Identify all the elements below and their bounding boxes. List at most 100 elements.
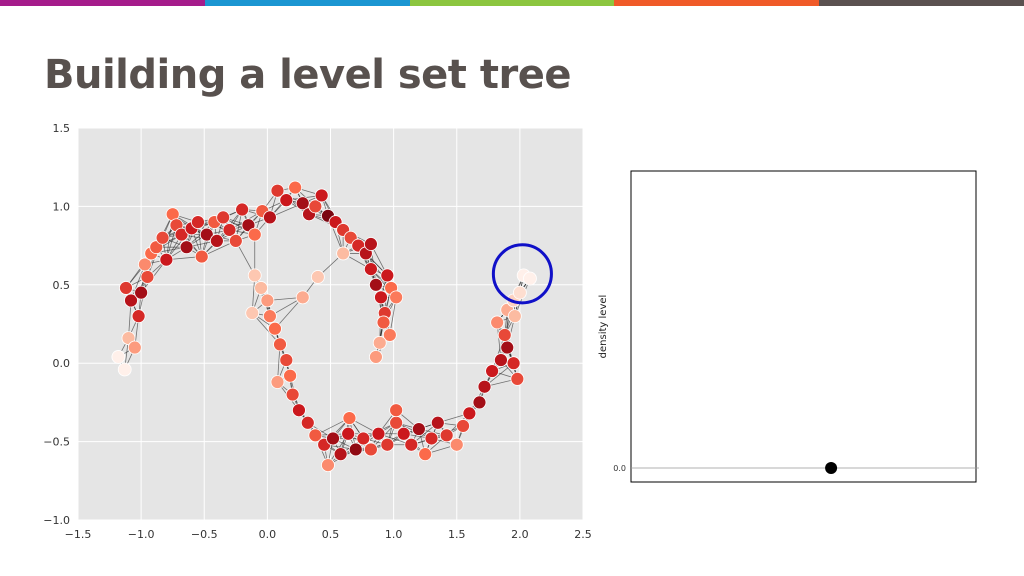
data-point	[216, 210, 231, 225]
x-tick-label: 2.0	[511, 528, 529, 541]
y-tick-label: −1.0	[43, 514, 70, 527]
data-point	[279, 193, 294, 208]
data-point	[124, 293, 138, 308]
top-color-stripe	[0, 0, 1024, 6]
data-point	[369, 350, 383, 364]
data-point	[376, 315, 391, 330]
data-point	[506, 356, 521, 371]
data-point	[292, 403, 306, 418]
data-point	[314, 188, 329, 203]
data-point	[228, 233, 243, 248]
x-tick-label: 1.0	[385, 528, 403, 541]
data-point	[222, 223, 237, 237]
data-point	[174, 227, 189, 242]
tree-plot-frame	[630, 170, 977, 483]
data-point	[348, 442, 363, 457]
y-tick-label: 0.0	[53, 357, 71, 370]
y-tick-label: 0.5	[53, 279, 71, 292]
data-point	[119, 281, 133, 295]
data-point	[369, 277, 383, 292]
data-point	[523, 271, 537, 286]
data-point	[245, 306, 260, 320]
y-tick-label: 1.5	[53, 122, 71, 135]
data-point	[191, 215, 205, 229]
data-point	[111, 350, 126, 364]
data-point	[430, 415, 445, 430]
data-point	[194, 249, 209, 264]
graph-edge	[251, 312, 281, 345]
data-point	[363, 442, 378, 457]
y-tick-label: −0.5	[43, 436, 70, 449]
data-point	[270, 183, 285, 198]
y-tick-label: 0.0	[613, 464, 626, 473]
x-tick-label: −1.0	[128, 528, 155, 541]
data-point	[456, 419, 470, 433]
data-point	[127, 340, 142, 355]
data-point	[159, 252, 174, 267]
data-point	[308, 199, 323, 214]
tree-node	[825, 462, 838, 474]
data-point	[310, 270, 325, 284]
data-point	[382, 328, 397, 342]
data-point	[209, 233, 224, 248]
data-points	[111, 180, 537, 473]
data-point	[494, 353, 508, 367]
data-point	[235, 202, 250, 217]
stripe-segment	[409, 0, 615, 6]
data-point	[490, 315, 505, 330]
data-point	[254, 281, 268, 295]
data-point	[500, 340, 515, 355]
data-point	[507, 309, 522, 324]
x-tick-label: −0.5	[191, 528, 218, 541]
data-point	[374, 290, 388, 305]
data-point	[279, 353, 294, 367]
data-point	[512, 285, 527, 300]
data-point	[262, 309, 277, 324]
data-point	[380, 268, 395, 283]
data-point	[396, 426, 411, 441]
data-point	[283, 368, 298, 383]
data-point	[341, 426, 356, 441]
data-point	[199, 227, 214, 242]
data-point	[140, 270, 155, 284]
data-point	[380, 437, 395, 452]
data-point	[485, 364, 500, 378]
data-point	[389, 290, 404, 305]
data-point	[326, 431, 340, 446]
data-point	[389, 403, 404, 418]
data-point	[477, 379, 492, 394]
data-point	[268, 321, 282, 336]
data-point	[363, 237, 378, 251]
data-point	[300, 415, 315, 430]
data-point	[356, 431, 371, 446]
data-point	[342, 411, 357, 425]
y-tick-label: 1.0	[53, 200, 71, 213]
data-point	[497, 328, 512, 342]
data-point	[262, 210, 277, 225]
data-point	[270, 375, 285, 389]
x-tick-label: 0.5	[322, 528, 340, 541]
graph-edge	[274, 297, 304, 329]
data-point	[449, 437, 464, 452]
data-point	[295, 290, 310, 305]
data-point	[247, 268, 262, 283]
data-point	[404, 437, 419, 452]
y-axis-label: density level	[598, 295, 609, 359]
x-tick-label: −1.5	[65, 528, 92, 541]
highlight-circle	[491, 243, 553, 305]
data-point	[363, 262, 378, 277]
data-point	[472, 395, 487, 410]
stripe-segment	[0, 0, 205, 6]
x-tick-label: 1.5	[448, 528, 466, 541]
data-point	[155, 230, 170, 245]
data-point	[333, 447, 348, 462]
data-point	[439, 428, 454, 443]
level-set-tree-chart: 0.0 density level	[598, 170, 979, 483]
data-point	[134, 285, 149, 300]
data-point	[411, 422, 426, 436]
data-point	[131, 309, 146, 324]
data-point	[285, 387, 300, 402]
data-point	[273, 337, 287, 352]
data-point	[510, 371, 525, 386]
